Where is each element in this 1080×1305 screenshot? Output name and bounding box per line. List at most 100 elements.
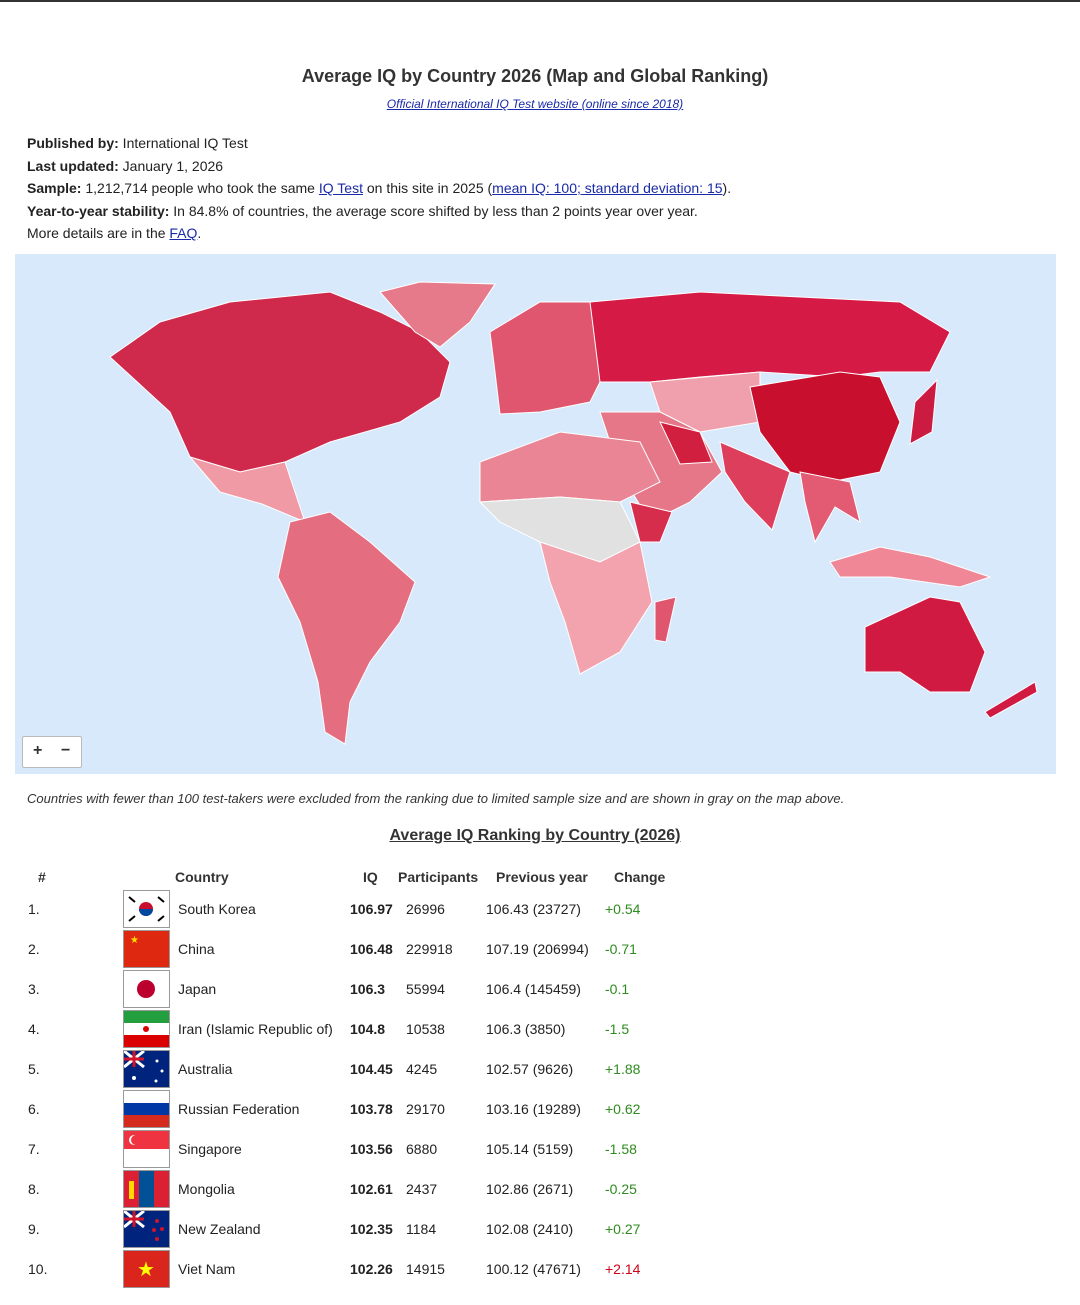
flag <box>123 1090 170 1128</box>
text: International IQ Test <box>118 135 248 151</box>
previous-year: 106.3 (3850) <box>486 1021 566 1037</box>
flag <box>123 1049 170 1088</box>
change: -0.25 <box>605 1181 637 1197</box>
greenland <box>379 281 496 348</box>
indonesia <box>829 546 992 588</box>
country: Japan <box>178 981 217 997</box>
country: Iran (Islamic Republic of) <box>178 1021 333 1037</box>
link[interactable]: IQ Test <box>318 180 363 196</box>
russia <box>589 291 951 383</box>
text: 1,212,714 people who took the same <box>81 180 319 196</box>
iq: 106.97 <box>350 901 393 917</box>
flag: ★ <box>123 1250 170 1288</box>
iq: 106.48 <box>350 941 393 957</box>
flag-image: ★ <box>124 931 169 967</box>
rank: 2. <box>28 941 40 957</box>
participants: 14915 <box>406 1261 445 1277</box>
country: Singapore <box>178 1141 242 1157</box>
madagascar <box>654 596 677 643</box>
australia <box>864 596 986 693</box>
iq: 103.56 <box>350 1141 393 1157</box>
flag: ★ <box>123 930 170 968</box>
countries <box>109 281 1038 745</box>
rank: 9. <box>28 1221 40 1237</box>
europe <box>489 301 611 415</box>
flag <box>123 1010 170 1048</box>
flag-image: ★ <box>124 1251 169 1287</box>
china <box>749 371 901 483</box>
sample: Sample: 1,212,714 people who took the sa… <box>27 180 731 196</box>
iq: 104.8 <box>350 1021 386 1037</box>
column-header: Country <box>175 869 229 885</box>
text: on this site in 2025 ( <box>362 180 493 196</box>
zoom-in[interactable]: + <box>33 742 43 759</box>
previous-year: 103.16 (19289) <box>486 1101 581 1117</box>
flag-image <box>124 1171 169 1207</box>
flag <box>123 970 170 1008</box>
zoom-control: + − <box>22 736 82 768</box>
rank: 1. <box>28 901 40 917</box>
column-header: Change <box>614 869 666 885</box>
previous-year: 102.57 (9626) <box>486 1061 574 1077</box>
previous-year: 105.14 (5159) <box>486 1141 574 1157</box>
iq: 102.61 <box>350 1181 393 1197</box>
map-note: Countries with fewer than 100 test-taker… <box>27 791 845 806</box>
central-asia <box>649 371 761 433</box>
link[interactable]: mean IQ: 100; standard deviation: 15 <box>492 180 723 196</box>
column-header: IQ <box>363 869 378 885</box>
country: Australia <box>178 1061 233 1077</box>
participants: 6880 <box>406 1141 438 1157</box>
country: Mongolia <box>178 1181 235 1197</box>
published: Published by: International IQ Test <box>27 135 248 151</box>
flag <box>123 890 170 928</box>
label: Sample: <box>27 180 82 196</box>
svg-text:★: ★ <box>137 1259 155 1281</box>
rank: 10. <box>28 1261 48 1277</box>
rank: 7. <box>28 1141 40 1157</box>
world-map <box>15 254 1056 774</box>
new-zealand <box>984 681 1038 719</box>
previous-year: 106.4 (145459) <box>486 981 581 997</box>
link[interactable]: FAQ <box>169 225 198 241</box>
flag <box>123 1130 170 1168</box>
flag-image <box>124 1131 169 1167</box>
flag-image <box>123 1209 169 1247</box>
table-title: Average IQ Ranking by Country (2026) <box>389 827 681 844</box>
participants: 29170 <box>406 1101 445 1117</box>
label: Year-to-year stability: <box>27 203 170 219</box>
participants: 229918 <box>406 941 453 957</box>
country: South Korea <box>178 901 256 917</box>
previous-year: 102.86 (2671) <box>486 1181 574 1197</box>
change: +0.62 <box>605 1101 641 1117</box>
rank: 4. <box>28 1021 40 1037</box>
rank: 8. <box>28 1181 40 1197</box>
participants: 10538 <box>406 1021 445 1037</box>
change: +0.27 <box>605 1221 641 1237</box>
zoom-out[interactable]: − <box>61 742 71 759</box>
south-africa <box>539 541 653 675</box>
stability: Year-to-year stability: In 84.8% of coun… <box>27 203 698 219</box>
participants: 2437 <box>406 1181 438 1197</box>
flag-image <box>123 1049 169 1087</box>
site-link[interactable]: Official International IQ Test website (… <box>386 97 684 111</box>
country: Viet Nam <box>178 1261 236 1277</box>
rank: 5. <box>28 1061 40 1077</box>
change: -1.5 <box>605 1021 630 1037</box>
previous-year: 100.12 (47671) <box>486 1261 581 1277</box>
column-header: Participants <box>398 869 479 885</box>
rank: 3. <box>28 981 40 997</box>
participants: 55994 <box>406 981 445 997</box>
participants: 4245 <box>406 1061 438 1077</box>
rank: 6. <box>28 1101 40 1117</box>
participants: 1184 <box>406 1221 437 1237</box>
label: Published by: <box>27 135 119 151</box>
india <box>719 441 791 531</box>
iran <box>659 421 713 465</box>
change: +0.54 <box>605 901 641 917</box>
country: Russian Federation <box>178 1101 300 1117</box>
participants: 26996 <box>406 901 445 917</box>
country: China <box>178 941 215 957</box>
text: January 1, 2026 <box>118 158 224 174</box>
previous-year: 102.08 (2410) <box>486 1221 574 1237</box>
change: +1.88 <box>605 1061 641 1077</box>
